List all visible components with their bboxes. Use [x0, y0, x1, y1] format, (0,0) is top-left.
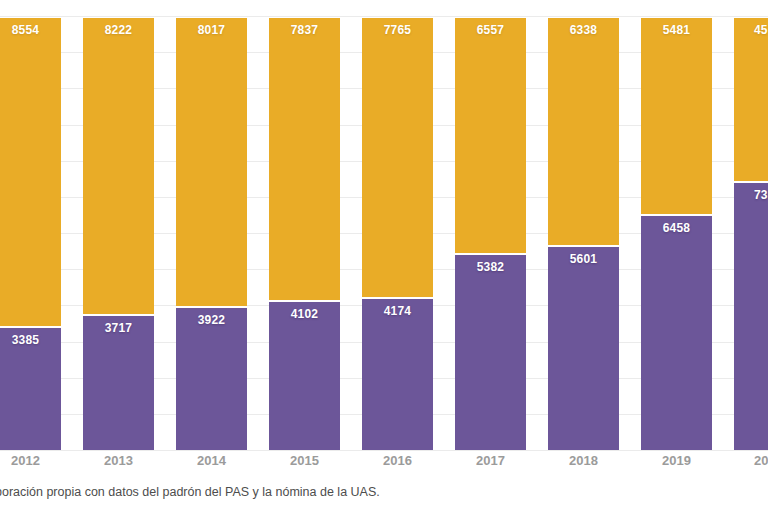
x-axis-label: 2013 — [72, 453, 165, 468]
bar-value-label-yellow: 8554 — [0, 23, 61, 37]
bar-segment-purple: 3717 — [83, 316, 154, 450]
bar-segment-yellow: 6338 — [548, 18, 619, 245]
bar-value-label-purple: 4102 — [269, 307, 340, 321]
bar-segment-yellow: 8222 — [83, 18, 154, 313]
bar-segment-purple: 5601 — [548, 247, 619, 450]
bar-segment-yellow: 45 — [734, 18, 768, 181]
bar-value-label-yellow: 7765 — [362, 23, 433, 37]
stacked-bar-chart: 8554 3385 8222 3717 8017 3922 7837 4102 7765 4174… — [0, 0, 768, 512]
bar-value-label-yellow: 45 — [754, 23, 768, 37]
x-axis-label: 2017 — [444, 453, 537, 468]
x-axis-label: 2018 — [537, 453, 630, 468]
bar-value-label-purple: 3717 — [83, 321, 154, 335]
bar-value-label-yellow: 7837 — [269, 23, 340, 37]
x-axis-label: 2019 — [630, 453, 723, 468]
bar-segment-purple: 73 — [734, 183, 768, 450]
bar-value-label-yellow: 8222 — [83, 23, 154, 37]
x-axis-label: 2016 — [351, 453, 444, 468]
gridline — [0, 450, 768, 451]
bar-value-label-purple: 5601 — [548, 252, 619, 266]
bar-segment-yellow: 8554 — [0, 18, 61, 325]
bar-value-label-purple: 3385 — [0, 333, 61, 347]
bar-segment-purple: 3922 — [176, 308, 247, 450]
bar-value-label-yellow: 5481 — [641, 23, 712, 37]
bar-segment-purple: 3385 — [0, 328, 61, 450]
bar-segment-purple: 6458 — [641, 216, 712, 450]
bar-segment-purple: 5382 — [455, 255, 526, 450]
bar-segment-yellow: 7837 — [269, 18, 340, 299]
bar-value-label-purple: 6458 — [641, 221, 712, 235]
bar-value-label-purple: 4174 — [362, 304, 433, 318]
x-axis-label: 20 — [754, 453, 768, 468]
source-attribution-text: boración propia con datos del padrón del… — [0, 485, 380, 499]
gridline — [0, 16, 768, 17]
bar-segment-purple: 4102 — [269, 302, 340, 450]
bar-value-label-purple: 3922 — [176, 313, 247, 327]
bar-value-label-purple: 73 — [754, 188, 768, 202]
bar-segment-yellow: 5481 — [641, 18, 712, 214]
bar-value-label-yellow: 6338 — [548, 23, 619, 37]
bar-segment-purple: 4174 — [362, 299, 433, 450]
bar-segment-yellow: 7765 — [362, 18, 433, 297]
bar-value-label-yellow: 8017 — [176, 23, 247, 37]
bar-segment-yellow: 8017 — [176, 18, 247, 306]
x-axis-label: 2014 — [165, 453, 258, 468]
bar-segment-yellow: 6557 — [455, 18, 526, 253]
x-axis-label: 2015 — [258, 453, 351, 468]
bar-value-label-purple: 5382 — [455, 260, 526, 274]
bar-value-label-yellow: 6557 — [455, 23, 526, 37]
x-axis-label: 2012 — [0, 453, 72, 468]
